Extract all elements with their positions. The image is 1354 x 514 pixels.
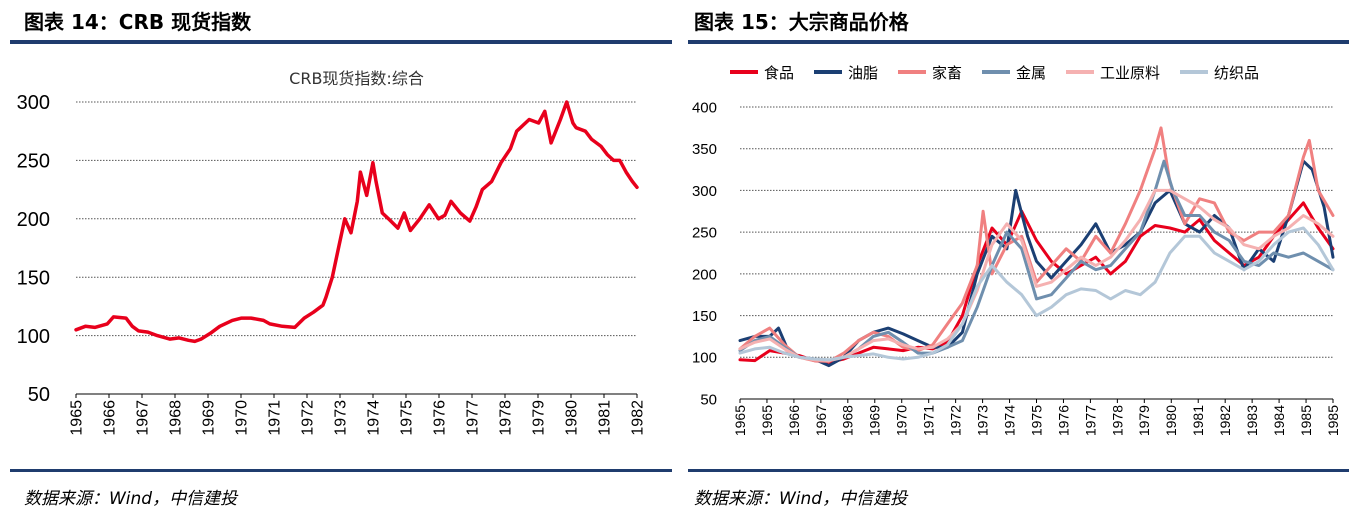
x-tick-label: 1984	[1271, 405, 1287, 436]
y-tick-label: 250	[17, 151, 50, 173]
x-tick-label: 1965	[759, 405, 775, 436]
x-tick-label: 1973	[333, 400, 350, 436]
x-tick-label: 1979	[1136, 405, 1152, 436]
legend-label: 纺织品	[1214, 64, 1259, 82]
source-note: 数据来源：Wind，中信建投	[24, 489, 238, 509]
y-tick-label: 150	[17, 267, 50, 289]
y-tick-label: 300	[17, 92, 50, 114]
x-tick-label: 1981	[597, 400, 614, 436]
legend-label: 工业原料	[1100, 64, 1160, 82]
y-tick-label: 200	[692, 266, 717, 283]
x-tick-label: 1974	[366, 400, 383, 436]
x-tick-label: 1965	[732, 405, 748, 436]
y-tick-label: 300	[692, 183, 717, 200]
y-tick-label: 50	[28, 384, 50, 406]
y-tick-label: 100	[692, 350, 717, 367]
x-tick-label: 1978	[498, 400, 515, 436]
legend-label: 金属	[1016, 64, 1046, 82]
x-tick-label: 1983	[1244, 405, 1260, 436]
y-tick-label: 400	[692, 99, 717, 116]
y-tick-label: 250	[692, 225, 717, 242]
chart-title: CRB现货指数:综合	[289, 69, 424, 88]
top-rule	[10, 40, 672, 44]
x-tick-label: 1980	[1163, 405, 1179, 436]
figure-14: 图表 14：CRB 现货指数 50 100 150 200 250 300 1965 1966…	[10, 10, 672, 509]
bottom-rule	[688, 469, 1349, 472]
x-tick-label: 1968	[168, 400, 185, 436]
x-tick-label: 1970	[234, 400, 251, 436]
series-line-5	[738, 188, 1335, 363]
figure-15: 图表 15：大宗商品价格 50 100 150 200 250 300 350 400 1965…	[677, 0, 1354, 514]
y-tick-label: 350	[692, 141, 717, 158]
legend-label: 食品	[764, 64, 794, 82]
y-tick-label: 50	[700, 391, 717, 408]
source-note: 数据来源：Wind，中信建投	[694, 489, 908, 509]
x-tick-label: 1977	[465, 400, 482, 436]
series-line-3	[738, 126, 1335, 363]
x-tick-label: 1972	[300, 400, 317, 436]
x-tick-label: 1985	[1298, 405, 1314, 436]
x-tick-label: 1971	[267, 400, 284, 436]
x-tick-label: 1982	[630, 400, 647, 436]
x-tick-label: 1965	[69, 400, 86, 436]
x-tick-label: 1970	[894, 405, 910, 436]
x-tick-label: 1966	[102, 400, 119, 436]
y-tick-label: 150	[692, 308, 717, 325]
series-line-1	[74, 100, 639, 344]
y-tick-label: 200	[17, 209, 50, 231]
crb-index-chart: 50 100 150 200 250 300 1965 1966 1967 1968 1969 197…	[17, 69, 647, 436]
x-tick-label: 1974	[1001, 405, 1017, 436]
top-rule	[688, 40, 1349, 44]
x-tick-label: 1967	[813, 405, 829, 436]
x-tick-label: 1975	[1028, 405, 1044, 436]
x-tick-label: 1971	[921, 405, 937, 436]
bottom-rule	[10, 469, 672, 472]
x-tick-label: 1972	[948, 405, 964, 436]
x-tick-label: 1976	[1055, 405, 1071, 436]
figure-title: 图表 15：大宗商品价格	[694, 10, 909, 34]
x-tick-label: 1968	[840, 405, 856, 436]
legend-label: 家畜	[932, 64, 962, 82]
x-tick-label: 1977	[1082, 405, 1098, 436]
x-tick-label: 1981	[1190, 405, 1206, 436]
figure-title: 图表 14：CRB 现货指数	[24, 10, 252, 34]
x-tick-label: 1976	[432, 400, 449, 436]
x-tick-label: 1969	[867, 405, 883, 436]
x-tick-label: 1975	[399, 400, 416, 436]
x-tick-label: 1978	[1109, 405, 1125, 436]
x-tick-label: 1969	[201, 400, 218, 436]
legend-label: 油脂	[848, 64, 878, 82]
x-tick-label: 1985	[1325, 405, 1341, 436]
x-tick-label: 1973	[974, 405, 990, 436]
x-tick-label: 1982	[1217, 405, 1233, 436]
y-tick-label: 100	[17, 326, 50, 348]
series-line-6	[738, 226, 1335, 362]
x-tick-label: 1980	[564, 400, 581, 436]
x-tick-label: 1979	[531, 400, 548, 436]
x-tick-label: 1966	[786, 405, 802, 436]
series-line-2	[738, 159, 1335, 368]
commodity-prices-chart: 50 100 150 200 250 300 350 400 1965 1965 1966 1967 1…	[692, 64, 1341, 436]
x-tick-label: 1967	[135, 400, 152, 436]
